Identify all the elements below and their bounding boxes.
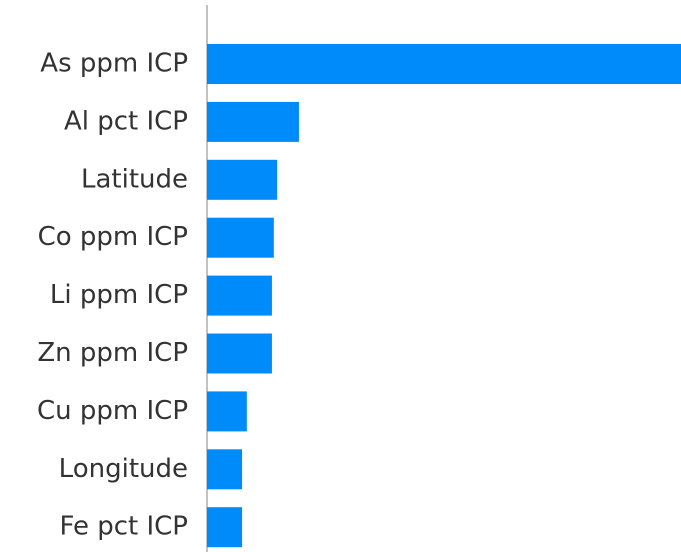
bar [207, 44, 681, 84]
bar [207, 507, 243, 548]
bar [207, 217, 274, 258]
y-tick-label: Zn ppm ICP [37, 338, 188, 368]
y-tick-label: Al pct ICP [64, 106, 188, 136]
bar [207, 101, 299, 142]
bar [207, 333, 272, 374]
bar [207, 159, 278, 200]
y-tick-label: Latitude [81, 164, 188, 194]
bar [207, 449, 243, 490]
y-tick-label: Cu ppm ICP [37, 396, 188, 426]
bar [207, 275, 272, 316]
bar [207, 391, 247, 432]
y-tick-label: Li ppm ICP [50, 280, 188, 310]
y-tick-label: Longitude [59, 454, 188, 484]
y-tick-label: Fe pct ICP [59, 512, 188, 542]
y-tick-label: As ppm ICP [40, 49, 188, 79]
y-tick-label: Co ppm ICP [38, 222, 188, 252]
